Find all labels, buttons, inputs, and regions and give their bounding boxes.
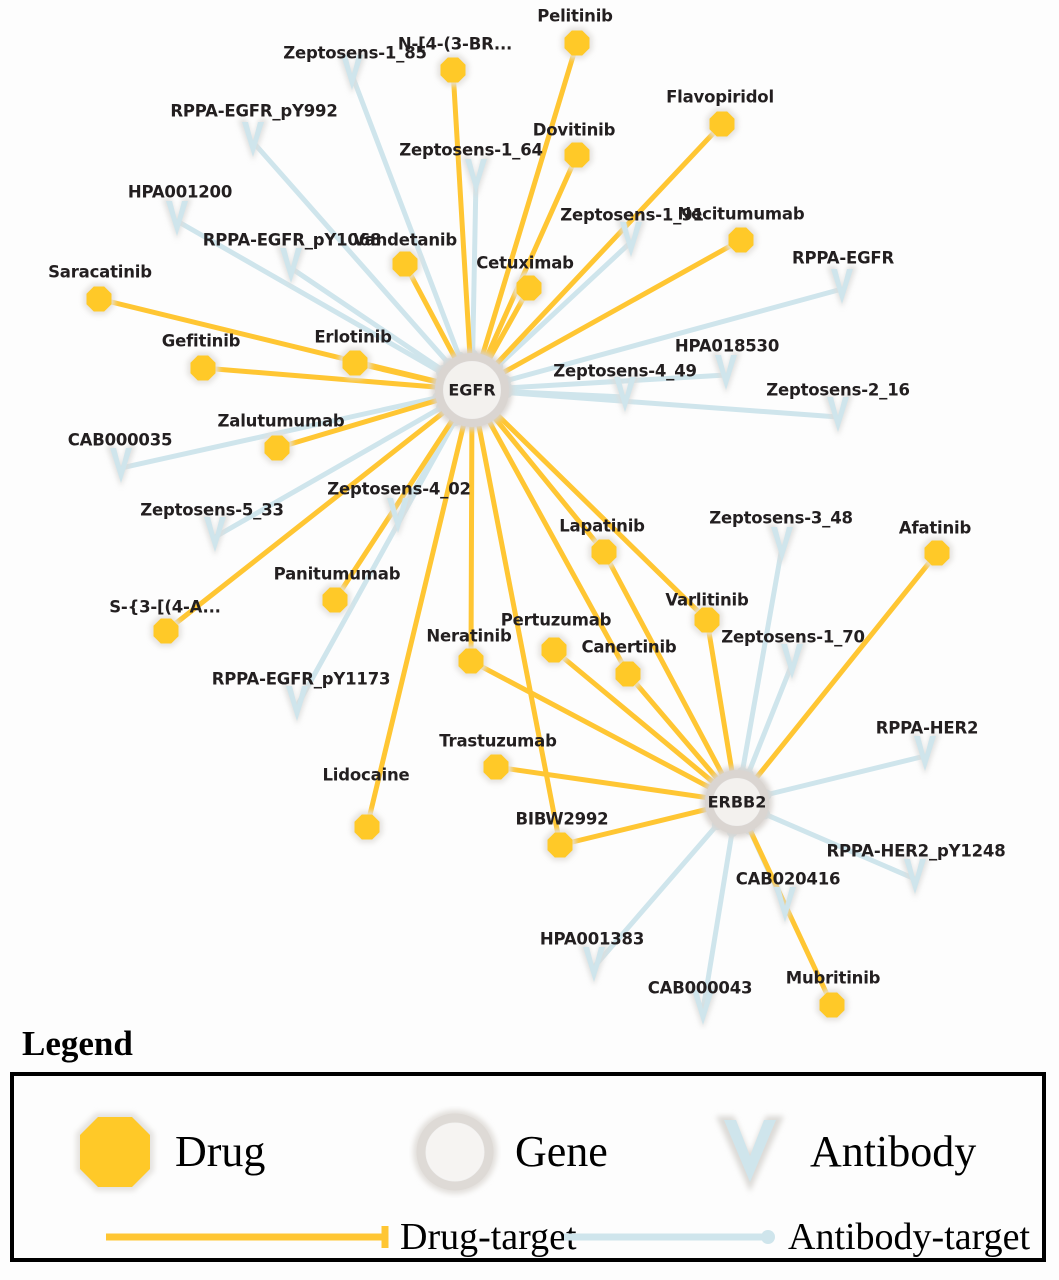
network-graph: N-[4-(3-BR... Pelitinib Flavopiridol Doviti… xyxy=(48,6,1006,1029)
legend-label-gene: Gene xyxy=(515,1127,608,1176)
legend-label-antibody-target: Antibody-target xyxy=(788,1216,1031,1258)
legend-item-drug-target: Drug-target xyxy=(104,1218,577,1256)
drug-node[interactable] xyxy=(561,27,593,59)
drug-node[interactable] xyxy=(351,811,383,843)
drug-node[interactable] xyxy=(706,108,738,140)
edges-layer xyxy=(96,40,940,1013)
nodes-layer xyxy=(83,27,953,1029)
gene-node-egfr[interactable] xyxy=(431,349,513,431)
drug-node[interactable] xyxy=(455,645,487,677)
drug-node[interactable] xyxy=(538,634,570,666)
antibody-node[interactable] xyxy=(767,524,797,566)
antibody-node[interactable] xyxy=(823,394,853,436)
antibody-node[interactable] xyxy=(238,119,268,161)
antibody-target-edge-icon xyxy=(564,1230,775,1244)
legend-item-antibody: Antibody xyxy=(704,1106,976,1198)
antibody-node[interactable] xyxy=(900,856,930,898)
antibody-node[interactable] xyxy=(282,683,312,725)
drug-node[interactable] xyxy=(437,54,469,86)
legend-item-drug: Drug xyxy=(69,1106,265,1198)
drug-node[interactable] xyxy=(544,829,576,861)
legend-title: Legend xyxy=(22,1024,133,1063)
antibody-node[interactable] xyxy=(337,52,367,94)
drug-node[interactable] xyxy=(150,615,182,647)
drug-node[interactable] xyxy=(921,537,953,569)
antibody-node[interactable] xyxy=(770,884,800,926)
gene-label-egfr: EGFR xyxy=(448,380,496,400)
legend-item-antibody-target: Antibody-target xyxy=(562,1218,1030,1256)
drug-target-edge-icon xyxy=(106,1226,389,1248)
antibody-node[interactable] xyxy=(711,352,741,394)
drug-node[interactable] xyxy=(339,347,371,379)
drug-node[interactable] xyxy=(261,432,293,464)
legend-item-gene: Gene xyxy=(409,1106,608,1198)
antibody-node[interactable] xyxy=(827,266,857,308)
legend-label-drug: Drug xyxy=(175,1127,266,1176)
antibody-node[interactable] xyxy=(579,944,609,986)
network-svg xyxy=(83,27,953,1029)
drug-node[interactable] xyxy=(187,352,219,384)
drug-node[interactable] xyxy=(612,658,644,690)
antibody-icon xyxy=(716,1116,784,1192)
legend-label-drug-target: Drug-target xyxy=(400,1216,577,1258)
antibody-node[interactable] xyxy=(200,514,230,556)
drug-node[interactable] xyxy=(691,604,723,636)
antibody-node[interactable] xyxy=(162,198,192,240)
gene-icon xyxy=(413,1110,497,1194)
antibody-node[interactable] xyxy=(610,374,640,416)
drug-node[interactable] xyxy=(513,272,545,304)
antibody-node[interactable] xyxy=(383,495,413,537)
drug-node[interactable] xyxy=(725,224,757,256)
antibody-node[interactable] xyxy=(616,219,646,261)
drug-node[interactable] xyxy=(319,584,351,616)
antibody-node[interactable] xyxy=(106,445,136,487)
drug-node[interactable] xyxy=(561,139,593,171)
gene-label-erbb2: ERBB2 xyxy=(707,792,767,812)
legend-label-antibody: Antibody xyxy=(810,1127,977,1176)
gene-node-erbb2[interactable] xyxy=(701,766,773,838)
drug-node[interactable] xyxy=(816,989,848,1021)
drug-node[interactable] xyxy=(389,248,421,280)
antibody-node[interactable] xyxy=(777,641,807,683)
legend-box: Drug Gene Antibody Drug-target xyxy=(10,1072,1046,1262)
drug-node[interactable] xyxy=(588,536,620,568)
antibody-node[interactable] xyxy=(910,733,940,775)
antibody-node[interactable] xyxy=(688,987,718,1029)
drug-icon xyxy=(76,1113,154,1191)
legend: Legend Drug Gene Antibody xyxy=(0,1024,1059,1280)
drug-node[interactable] xyxy=(83,283,115,315)
antibody-node[interactable] xyxy=(276,245,306,287)
antibody-node[interactable] xyxy=(461,156,491,198)
drug-node[interactable] xyxy=(480,751,512,783)
